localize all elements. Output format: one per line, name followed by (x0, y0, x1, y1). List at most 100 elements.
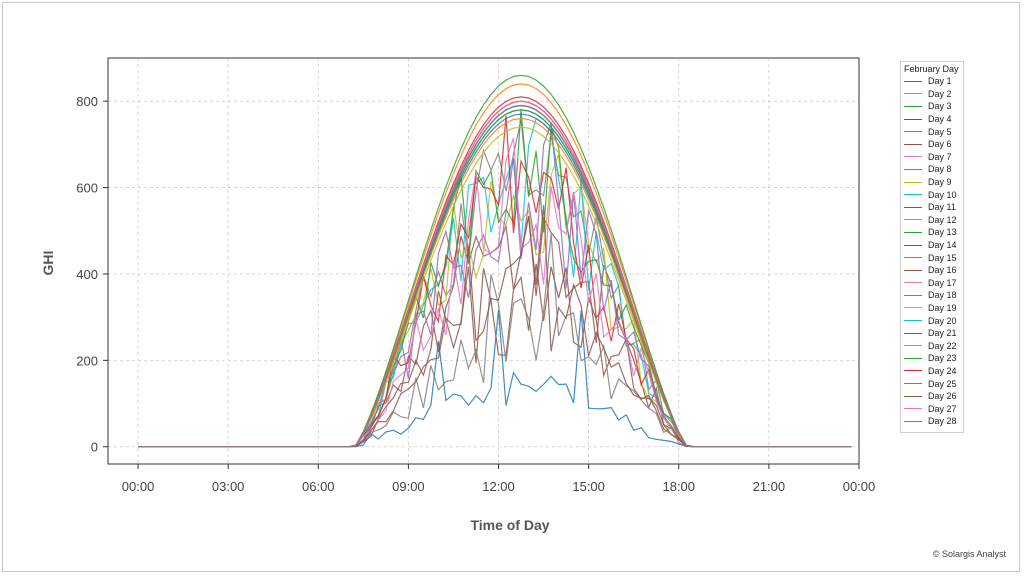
legend-label-23: Day 23 (928, 353, 957, 364)
legend-item-19: Day 19 (904, 302, 960, 315)
legend-item-23: Day 23 (904, 352, 960, 365)
legend-swatch-8 (904, 168, 922, 170)
y-tick-label-4: 800 (76, 94, 98, 109)
legend-label-10: Day 10 (928, 189, 957, 200)
legend-label-27: Day 27 (928, 403, 957, 414)
legend-item-27: Day 27 (904, 402, 960, 415)
x-tick-label-8: 00:00 (843, 479, 876, 494)
legend-item-7: Day 7 (904, 151, 960, 164)
x-tick-label-6: 18:00 (662, 479, 695, 494)
legend-swatch-18 (904, 294, 922, 296)
legend-label-16: Day 16 (928, 265, 957, 276)
legend-swatch-3 (904, 105, 922, 107)
legend-title: February Day (904, 64, 959, 74)
x-tick-label-4: 12:00 (482, 479, 515, 494)
series-line-15 (138, 122, 852, 448)
legend-swatch-24 (904, 370, 922, 372)
legend-label-24: Day 24 (928, 365, 957, 376)
legend-item-6: Day 6 (904, 138, 960, 151)
legend-item-18: Day 18 (904, 289, 960, 302)
y-tick-label-0: 0 (91, 440, 98, 455)
legend-item-24: Day 24 (904, 365, 960, 378)
legend-label-11: Day 11 (928, 202, 956, 213)
x-tick-label-2: 06:00 (302, 479, 335, 494)
legend-item-20: Day 20 (904, 314, 960, 327)
legend-label-4: Day 4 (928, 114, 952, 125)
legend-item-2: Day 2 (904, 88, 960, 101)
legend-item-12: Day 12 (904, 214, 960, 227)
plot-area (107, 57, 860, 465)
legend-label-6: Day 6 (928, 139, 952, 150)
series-line-1 (138, 104, 852, 448)
legend-label-9: Day 9 (928, 177, 952, 188)
legend-label-8: Day 8 (928, 164, 952, 175)
series-line-14 (138, 115, 852, 448)
legend-item-26: Day 26 (904, 390, 960, 403)
legend-swatch-12 (904, 219, 922, 221)
legend-item-11: Day 11 (904, 201, 960, 214)
legend-label-22: Day 22 (928, 340, 957, 351)
legend-item-10: Day 10 (904, 188, 960, 201)
x-tick-label-1: 03:00 (212, 479, 245, 494)
legend-item-15: Day 15 (904, 251, 960, 264)
legend-item-13: Day 13 (904, 226, 960, 239)
legend-item-22: Day 22 (904, 339, 960, 352)
legend-item-8: Day 8 (904, 163, 960, 176)
legend-swatch-5 (904, 131, 922, 133)
legend-label-7: Day 7 (928, 151, 952, 162)
legend-item-17: Day 17 (904, 277, 960, 290)
legend-label-5: Day 5 (928, 126, 952, 137)
legend-swatch-10 (904, 194, 922, 196)
series-line-4 (138, 96, 852, 448)
legend: February Day Day 1 Day 2 Day 3 Day 4 Day 5 Da… (900, 61, 964, 433)
y-tick-label-2: 400 (76, 267, 98, 282)
series-line-28 (138, 104, 852, 448)
legend-label-17: Day 17 (928, 277, 957, 288)
series-line-22 (138, 117, 852, 448)
legend-item-4: Day 4 (904, 113, 960, 126)
legend-swatch-16 (904, 269, 922, 271)
legend-swatch-4 (904, 118, 922, 120)
x-tick-label-5: 15:00 (572, 479, 605, 494)
legend-swatch-11 (904, 206, 922, 208)
legend-label-20: Day 20 (928, 315, 957, 326)
x-tick-label-3: 09:00 (392, 479, 425, 494)
legend-label-21: Day 21 (928, 328, 957, 339)
series-line-21 (138, 113, 852, 448)
legend-swatch-20 (904, 320, 922, 322)
y-axis-title: GHI (40, 250, 56, 276)
legend-swatch-27 (904, 408, 922, 410)
legend-swatch-17 (904, 282, 922, 284)
legend-swatch-22 (904, 345, 922, 347)
legend-swatch-25 (904, 383, 922, 385)
legend-item-28: Day 28 (904, 415, 960, 428)
legend-items: Day 1 Day 2 Day 3 Day 4 Day 5 Day 6 Day 7 Day 8… (904, 75, 960, 428)
x-axis-title: Time of Day (470, 517, 550, 533)
legend-item-9: Day 9 (904, 176, 960, 189)
legend-swatch-1 (904, 80, 922, 82)
legend-label-13: Day 13 (928, 227, 957, 238)
legend-item-25: Day 25 (904, 377, 960, 390)
legend-swatch-15 (904, 257, 922, 259)
series-line-2 (138, 83, 852, 448)
legend-label-18: Day 18 (928, 290, 957, 301)
legend-item-21: Day 21 (904, 327, 960, 340)
legend-label-26: Day 26 (928, 391, 957, 402)
y-tick-label-1: 200 (76, 353, 98, 368)
legend-item-1: Day 1 (904, 75, 960, 88)
legend-label-15: Day 15 (928, 252, 957, 263)
legend-item-3: Day 3 (904, 100, 960, 113)
legend-label-19: Day 19 (928, 302, 957, 313)
legend-label-3: Day 3 (928, 101, 952, 112)
legend-label-14: Day 14 (928, 240, 957, 251)
legend-swatch-14 (904, 244, 922, 246)
legend-swatch-6 (904, 143, 922, 145)
legend-swatch-26 (904, 395, 922, 397)
legend-item-5: Day 5 (904, 125, 960, 138)
legend-swatch-28 (904, 420, 922, 422)
legend-label-2: Day 2 (928, 88, 952, 99)
series-line-25 (138, 104, 852, 448)
legend-swatch-9 (904, 181, 922, 183)
